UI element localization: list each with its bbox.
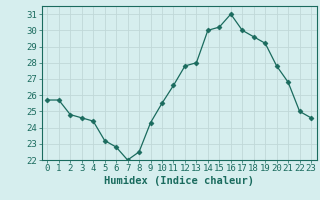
X-axis label: Humidex (Indice chaleur): Humidex (Indice chaleur) (104, 176, 254, 186)
